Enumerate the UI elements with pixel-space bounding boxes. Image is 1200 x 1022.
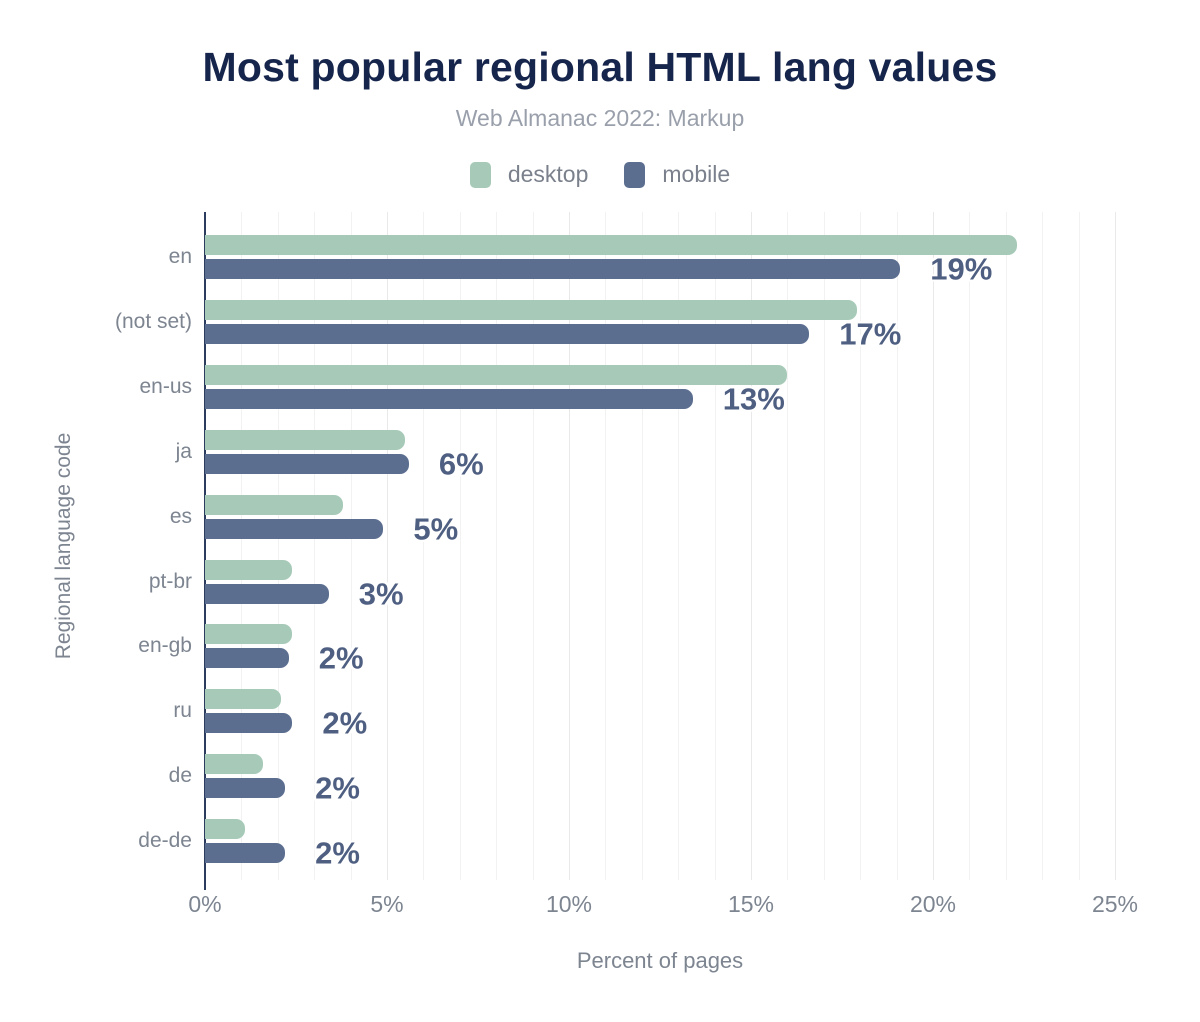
- gridline-25pct: [1115, 212, 1116, 880]
- category-label-pt-br: pt-br: [148, 569, 192, 593]
- bar-desktop-ja: [205, 429, 406, 450]
- bar-mobile-en-gb: [205, 648, 289, 669]
- gridline-22pct: [1005, 212, 1007, 880]
- bar-mobile-ru: [205, 713, 293, 734]
- gridline-18pct: [860, 212, 862, 880]
- x-tick-label: 25%: [1091, 891, 1139, 917]
- gridline-15pct: [751, 212, 752, 880]
- gridline-21pct: [969, 212, 971, 880]
- category-label-de: de: [168, 764, 192, 788]
- value-label-es: 5%: [413, 511, 459, 547]
- mobile-swatch-icon: [624, 161, 646, 188]
- bar-desktop-en-us: [205, 364, 788, 385]
- bar-mobile-en: [205, 259, 901, 279]
- gridline-2pct: [277, 212, 279, 880]
- gridline-17pct: [823, 212, 825, 880]
- bar-desktop-notset: [205, 299, 857, 320]
- gridline-4pct: [350, 212, 352, 880]
- legend-item-mobile: mobile: [624, 161, 730, 188]
- legend-label-desktop: desktop: [507, 161, 589, 187]
- category-label-es: es: [169, 504, 192, 528]
- gridline-20pct: [933, 212, 934, 880]
- x-tick-label: 0%: [188, 891, 222, 917]
- bar-mobile-en-us: [205, 388, 693, 409]
- value-label-ja: 6%: [438, 446, 484, 482]
- gridline-23pct: [1042, 212, 1044, 880]
- x-tick-label: 10%: [545, 891, 593, 917]
- chart-subtitle: Web Almanac 2022: Markup: [455, 105, 745, 131]
- x-axis-title: Percent of pages: [576, 948, 744, 973]
- gridline-1pct: [241, 212, 243, 880]
- y-axis-line: [204, 212, 206, 890]
- gridline-9pct: [532, 212, 534, 880]
- value-label-ru: 2%: [322, 705, 368, 741]
- x-tick-label: 5%: [370, 891, 404, 917]
- value-label-de: 2%: [315, 770, 360, 806]
- category-label-en: en: [168, 245, 192, 268]
- value-label-en-gb: 2%: [318, 640, 364, 676]
- gridline-11pct: [605, 212, 607, 880]
- gridline-7pct: [459, 212, 461, 880]
- gridline-8pct: [496, 212, 498, 880]
- gridline-16pct: [787, 212, 789, 880]
- value-label-de-de: 2%: [315, 835, 360, 871]
- legend: desktop mobile: [0, 161, 1200, 188]
- gridline-6pct: [423, 212, 425, 880]
- bar-desktop-de: [205, 754, 264, 775]
- bar-desktop-pt-br: [205, 559, 293, 580]
- gridline-24pct: [1078, 212, 1080, 880]
- x-tick-label: 15%: [727, 891, 775, 917]
- bar-desktop-ru: [205, 689, 282, 710]
- bar-desktop-en-gb: [205, 624, 293, 645]
- bar-mobile-notset: [205, 323, 810, 344]
- category-label-de-de: de-de: [138, 829, 192, 853]
- category-label-en-gb: en-gb: [138, 634, 192, 658]
- value-label-en-us: 13%: [722, 381, 785, 417]
- category-label-en-us: en-us: [139, 374, 192, 398]
- bar-mobile-de-de: [205, 843, 286, 864]
- category-label-ru: ru: [173, 699, 192, 723]
- bar-mobile-pt-br: [205, 583, 329, 604]
- bar-desktop-de-de: [205, 819, 246, 840]
- gridline-14pct: [714, 212, 716, 880]
- category-label-ja: ja: [175, 439, 192, 463]
- legend-label-mobile: mobile: [662, 161, 731, 187]
- desktop-swatch-icon: [469, 161, 491, 188]
- gridline-12pct: [641, 212, 643, 880]
- bar-mobile-es: [205, 518, 384, 539]
- bar-desktop-es: [205, 494, 344, 515]
- legend-item-desktop: desktop: [469, 161, 589, 188]
- x-tick-label: 20%: [909, 891, 957, 917]
- chart-title: Most popular regional HTML lang values: [202, 44, 998, 90]
- gridline-19pct: [896, 212, 898, 880]
- bar-mobile-ja: [205, 453, 409, 474]
- gridline-13pct: [678, 212, 680, 880]
- value-label-pt-br: 3%: [358, 576, 404, 611]
- plot-area: 19% 17% 13% 6% 5% 3% 2% 2% 2% 2%: [205, 212, 1116, 880]
- gridline-5pct: [387, 212, 388, 880]
- gridline-10pct: [569, 212, 570, 880]
- category-label-notset: (not set): [114, 309, 192, 333]
- value-label-en: 19%: [930, 251, 993, 287]
- gridline-3pct: [314, 212, 316, 880]
- value-label-notset: 17%: [839, 316, 902, 352]
- bar-mobile-de: [205, 778, 286, 799]
- bar-desktop-en: [205, 235, 1017, 255]
- y-axis-title: Regional language code: [52, 432, 75, 660]
